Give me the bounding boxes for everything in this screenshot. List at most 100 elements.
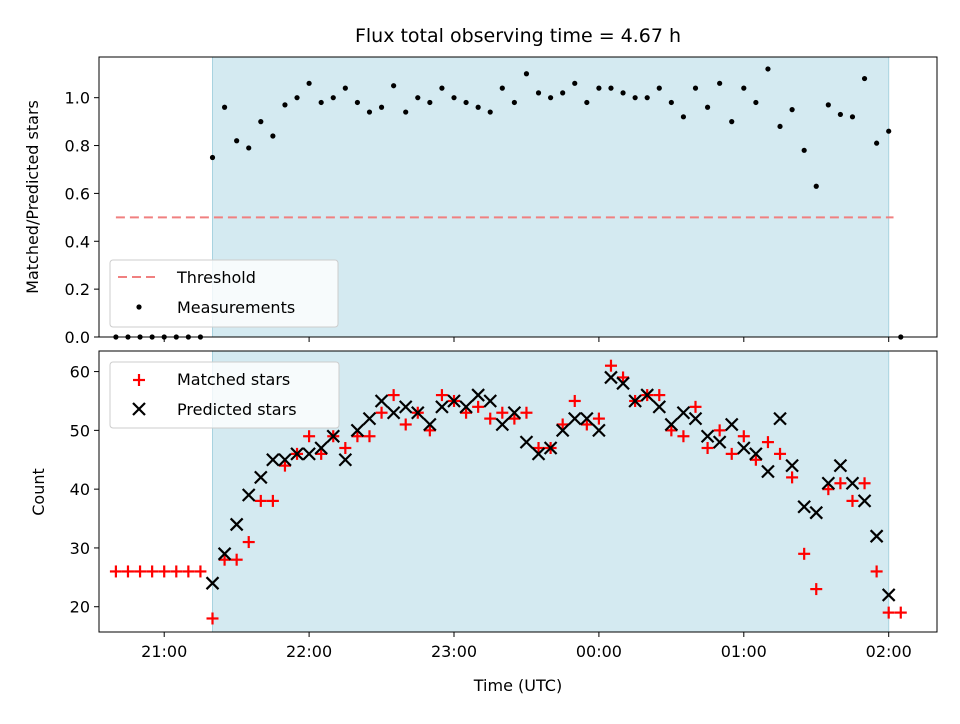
matched-stars-point xyxy=(568,394,581,407)
predicted-stars-point xyxy=(712,435,727,449)
measurements-point xyxy=(391,83,397,89)
matched-stars-point xyxy=(725,447,738,460)
threshold-legend-label: Threshold xyxy=(176,268,256,287)
measurements-legend-label: Measurements xyxy=(177,298,295,317)
measurements-point xyxy=(741,85,747,91)
measurements-legend-swatch xyxy=(136,304,142,310)
x-axis-title: Time (UTC) xyxy=(473,676,562,695)
measurements-point xyxy=(282,102,288,108)
matched-stars-point xyxy=(761,436,774,449)
matched-stars-point xyxy=(604,359,617,372)
measurements-point xyxy=(644,95,650,101)
measurements-point xyxy=(572,80,578,86)
matched-stars-point xyxy=(677,430,690,443)
predicted-stars-point xyxy=(688,411,703,426)
measurements-point xyxy=(499,85,505,91)
matched-stars-point xyxy=(822,483,835,496)
matched-stars-point xyxy=(146,565,159,578)
matched-stars-point xyxy=(870,565,883,578)
measurements-point xyxy=(584,99,590,106)
matched-stars-point xyxy=(460,406,473,419)
matched-stars-point xyxy=(230,553,243,566)
measurements-point xyxy=(415,95,421,101)
predicted-stars-point xyxy=(326,429,341,444)
measurements-point xyxy=(330,95,336,101)
matched-stars-point xyxy=(423,424,436,437)
top-panel-frame xyxy=(98,56,938,338)
predicted-stars-point xyxy=(833,458,848,473)
measurements-point xyxy=(765,66,771,72)
predicted-stars-point xyxy=(737,441,751,455)
measurements-point xyxy=(874,140,880,146)
predicted-stars-point xyxy=(314,441,328,455)
predicted-stars-point xyxy=(761,464,775,479)
x-tick-label: 00:00 xyxy=(576,642,622,661)
matched-stars-point xyxy=(218,553,231,566)
predicted-stars-point xyxy=(205,576,220,590)
matched-stars-point xyxy=(737,430,750,443)
measurements-point xyxy=(692,85,699,91)
predicted-stars-point xyxy=(821,476,836,491)
predicted-stars-point xyxy=(664,417,679,432)
matched-legend-label: Matched stars xyxy=(177,370,290,389)
chart-title: Flux total observing time = 4.67 h xyxy=(355,25,681,47)
predicted-stars-point xyxy=(567,411,582,426)
predicted-stars-point xyxy=(555,423,570,438)
measurements-point xyxy=(342,85,348,91)
matched-stars-point xyxy=(182,565,195,578)
predicted-stars-point xyxy=(459,400,473,414)
matched-stars-point xyxy=(894,606,907,619)
matched-stars-point xyxy=(266,494,279,507)
predicted-stars-point xyxy=(785,458,799,473)
x-tick-label: 21:00 xyxy=(141,642,187,661)
predicted-stars-point xyxy=(592,423,606,438)
measurements-point xyxy=(861,75,868,82)
measurements-point xyxy=(596,85,602,91)
predicted-stars-point xyxy=(278,452,292,467)
matched-stars-point xyxy=(134,565,147,578)
measurements-point xyxy=(318,99,324,106)
measurements-point xyxy=(717,80,723,86)
measurements-point xyxy=(403,109,409,115)
matched-stars-point xyxy=(315,447,328,460)
matched-stars-point xyxy=(665,424,678,437)
bottom-legend: Matched stars Predicted stars xyxy=(109,361,340,429)
matched-stars-point xyxy=(158,565,171,578)
matched-stars-point xyxy=(749,453,762,466)
y-tick-label: 60 xyxy=(70,363,90,382)
predicted-stars-point xyxy=(495,417,510,432)
predicted-stars-point xyxy=(290,447,304,461)
y-tick-label: 0.0 xyxy=(65,328,90,347)
measurements-point xyxy=(258,119,264,125)
measurements-point xyxy=(801,147,807,153)
x-tick-label: 02:00 xyxy=(866,642,912,661)
matched-stars-point xyxy=(496,406,509,419)
measurements-point xyxy=(451,95,457,101)
predicted-legend-swatch xyxy=(132,402,146,416)
measurements-point xyxy=(306,80,312,86)
measurements-point xyxy=(378,104,385,110)
matched-stars-point xyxy=(351,430,364,443)
predicted-legend-label: Predicted stars xyxy=(177,400,297,419)
predicted-stars-point xyxy=(628,394,642,408)
measurements-point xyxy=(789,107,795,113)
matched-stars-point xyxy=(121,565,134,578)
predicted-stars-point xyxy=(398,400,413,414)
x-tick-label: 01:00 xyxy=(721,642,767,661)
matched-stars-point xyxy=(170,565,183,578)
predicted-stars-point xyxy=(362,411,377,426)
matched-stars-point xyxy=(701,441,714,454)
matched-stars-point xyxy=(882,606,895,619)
measurements-point xyxy=(608,85,614,91)
matched-stars-point xyxy=(689,400,702,413)
y-tick-label: 0.2 xyxy=(65,280,90,299)
predicted-stars-point xyxy=(435,400,449,414)
predicted-stars-point xyxy=(869,529,884,543)
predicted-stars-point xyxy=(423,417,437,432)
bottom-y-axis-title: Count xyxy=(29,468,48,516)
measurements-point xyxy=(427,99,433,106)
predicted-stars-point xyxy=(254,470,268,485)
matched-stars-point xyxy=(532,441,545,454)
predicted-stars-point xyxy=(483,394,498,408)
y-tick-label: 0.6 xyxy=(65,184,90,203)
